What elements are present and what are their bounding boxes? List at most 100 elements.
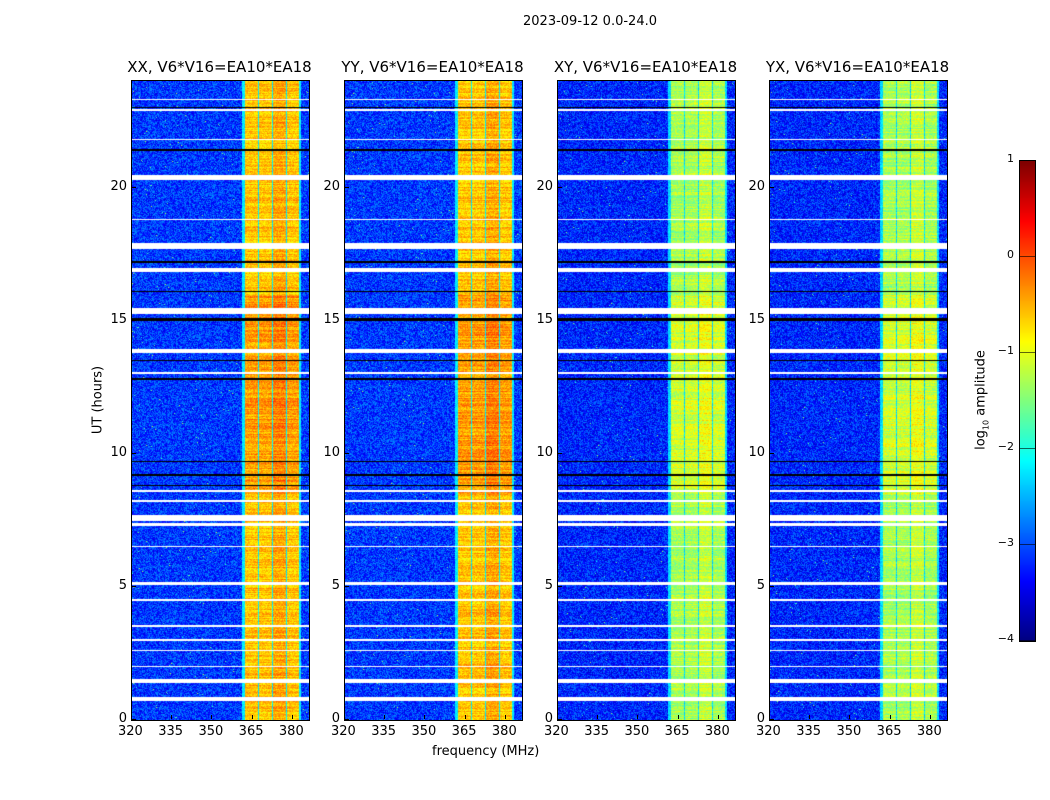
panel-title: YY, V6*V16=EA10*EA18 <box>341 58 524 76</box>
waterfall-panel <box>557 80 736 721</box>
panel-title: XX, V6*V16=EA10*EA18 <box>127 58 312 76</box>
figure-title: 2023-09-12 0.0-24.0 <box>523 14 657 29</box>
y-tick-label: 0 <box>331 711 340 726</box>
y-tick-mark <box>132 186 136 188</box>
y-tick-mark <box>770 452 774 454</box>
y-tick-label: 0 <box>118 711 127 726</box>
colorbar-label-sub: 10 <box>981 419 991 431</box>
x-tick-label: 320 <box>118 724 143 739</box>
colorbar-tick-label: −3 <box>997 536 1014 549</box>
x-tick-mark <box>384 715 386 719</box>
x-tick-mark <box>251 715 253 719</box>
y-tick-label: 20 <box>536 178 553 194</box>
x-tick-label: 350 <box>411 724 437 739</box>
x-tick-mark <box>291 715 293 719</box>
y-tick-label: 0 <box>756 711 765 726</box>
y-tick-mark <box>345 719 349 720</box>
y-tick-mark <box>345 319 349 321</box>
x-tick-label: 380 <box>491 724 517 739</box>
colorbar-tick-label: −2 <box>997 440 1014 453</box>
x-tick-mark <box>717 715 719 719</box>
y-axis-label: UT (hours) <box>90 365 106 435</box>
x-tick-mark <box>769 715 770 719</box>
x-tick-label: 320 <box>331 724 356 739</box>
x-tick-mark <box>557 715 558 719</box>
colorbar-tick-label: −4 <box>997 632 1014 645</box>
x-tick-label: 320 <box>544 724 569 739</box>
y-tick-label: 15 <box>748 311 765 327</box>
x-tick-label: 365 <box>238 724 264 739</box>
x-tick-label: 350 <box>624 724 650 739</box>
y-tick-mark <box>345 186 349 188</box>
x-tick-mark <box>597 715 599 719</box>
x-tick-label: 320 <box>756 724 781 739</box>
x-tick-label: 335 <box>158 724 184 739</box>
y-tick-label: 10 <box>536 444 553 460</box>
y-tick-mark <box>558 186 562 188</box>
x-tick-label: 350 <box>198 724 224 739</box>
x-tick-mark <box>171 715 173 719</box>
x-tick-mark <box>131 715 132 719</box>
x-tick-mark <box>424 715 426 719</box>
panel-title: XY, V6*V16=EA10*EA18 <box>553 58 738 76</box>
y-tick-mark <box>558 585 562 587</box>
panel-title: YX, V6*V16=EA10*EA18 <box>765 58 950 76</box>
colorbar-tick-mark <box>1020 256 1035 257</box>
waterfall-panel <box>344 80 523 721</box>
colorbar-label-suffix: amplitude <box>973 350 989 420</box>
y-tick-mark <box>770 186 774 188</box>
y-tick-mark <box>770 319 774 321</box>
colorbar <box>1019 160 1036 642</box>
y-tick-mark <box>558 719 562 720</box>
waterfall-image <box>770 81 947 720</box>
x-tick-label: 380 <box>916 724 942 739</box>
y-tick-mark <box>558 319 562 321</box>
colorbar-label-prefix: log <box>973 430 989 450</box>
y-tick-label: 10 <box>748 444 765 460</box>
y-tick-label: 20 <box>110 178 127 194</box>
x-tick-mark <box>849 715 851 719</box>
x-tick-label: 335 <box>371 724 397 739</box>
y-tick-label: 15 <box>110 311 127 327</box>
y-tick-label: 10 <box>323 444 340 460</box>
x-tick-mark <box>211 715 213 719</box>
y-tick-label: 0 <box>544 711 553 726</box>
colorbar-tick-label: 0 <box>1007 248 1014 261</box>
x-tick-label: 350 <box>836 724 862 739</box>
colorbar-label: log10 amplitude <box>974 350 991 450</box>
x-tick-label: 365 <box>876 724 902 739</box>
x-tick-label: 365 <box>451 724 477 739</box>
y-tick-mark <box>132 719 136 720</box>
y-tick-mark <box>345 452 349 454</box>
colorbar-tick-mark <box>1020 160 1035 161</box>
colorbar-gradient <box>1020 161 1035 641</box>
y-tick-label: 15 <box>536 311 553 327</box>
y-tick-mark <box>770 719 774 720</box>
x-axis-label: frequency (MHz) <box>432 744 540 759</box>
waterfall-panel <box>769 80 948 721</box>
colorbar-tick-label: −1 <box>997 344 1014 357</box>
y-tick-label: 20 <box>748 178 765 194</box>
x-tick-mark <box>637 715 639 719</box>
waterfall-image <box>345 81 522 720</box>
waterfall-image <box>132 81 309 720</box>
y-tick-label: 5 <box>331 577 340 593</box>
y-tick-label: 5 <box>118 577 127 593</box>
y-tick-mark <box>132 452 136 454</box>
x-tick-mark <box>504 715 506 719</box>
y-tick-mark <box>558 452 562 454</box>
waterfall-image <box>558 81 735 720</box>
x-tick-mark <box>677 715 679 719</box>
y-tick-label: 15 <box>323 311 340 327</box>
colorbar-tick-label: 1 <box>1007 152 1014 165</box>
colorbar-tick-mark <box>1020 544 1035 545</box>
y-tick-label: 5 <box>756 577 765 593</box>
x-tick-label: 335 <box>584 724 610 739</box>
y-tick-mark <box>770 585 774 587</box>
x-tick-mark <box>344 715 345 719</box>
colorbar-tick-mark <box>1020 352 1035 353</box>
x-tick-mark <box>889 715 891 719</box>
y-tick-label: 5 <box>544 577 553 593</box>
x-tick-label: 365 <box>664 724 690 739</box>
